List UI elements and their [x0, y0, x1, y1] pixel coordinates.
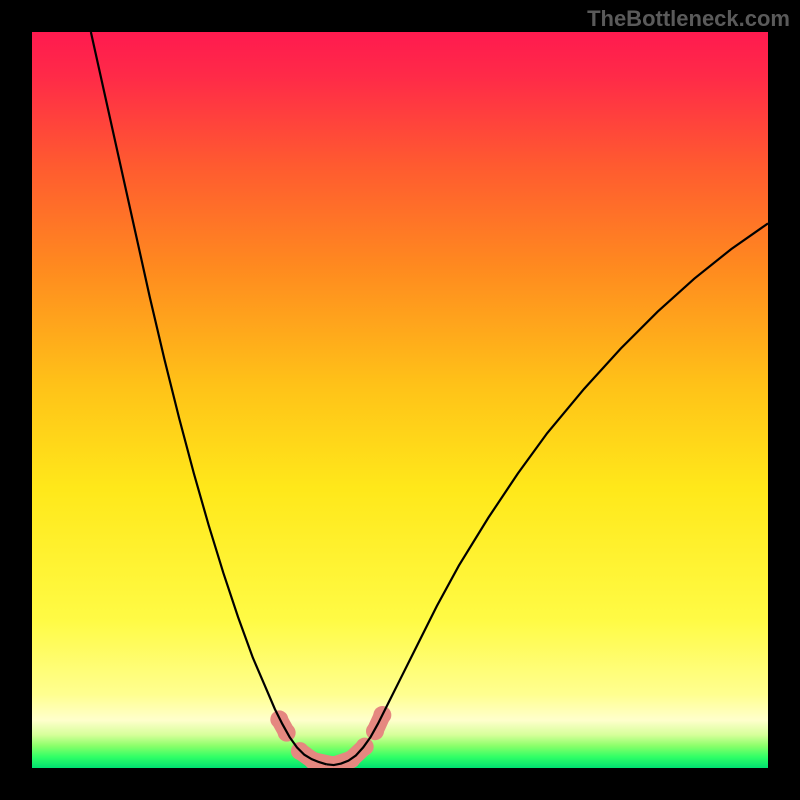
watermark-text: TheBottleneck.com: [587, 6, 790, 32]
plot-area: [32, 32, 768, 768]
right-limb-curve: [326, 223, 768, 765]
curve-layer: [32, 32, 768, 768]
left-limb-curve: [91, 32, 327, 764]
